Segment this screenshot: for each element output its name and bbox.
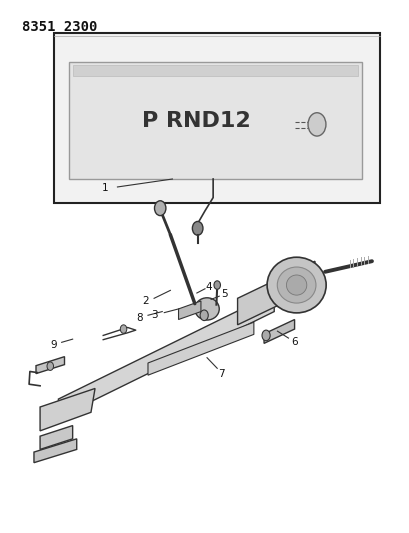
Polygon shape: [36, 357, 64, 374]
Polygon shape: [58, 293, 274, 418]
Polygon shape: [178, 301, 200, 319]
FancyBboxPatch shape: [54, 33, 379, 203]
Polygon shape: [34, 439, 76, 463]
Circle shape: [307, 113, 325, 136]
Text: 8351 2300: 8351 2300: [22, 20, 97, 34]
Text: 6: 6: [290, 337, 297, 347]
Circle shape: [192, 221, 202, 235]
Ellipse shape: [194, 298, 219, 320]
FancyBboxPatch shape: [68, 62, 361, 179]
Polygon shape: [40, 425, 72, 449]
Circle shape: [200, 310, 208, 320]
Text: 8: 8: [136, 313, 143, 323]
Text: 4: 4: [205, 281, 212, 292]
Ellipse shape: [286, 275, 306, 295]
Circle shape: [213, 281, 220, 289]
Circle shape: [120, 325, 126, 333]
Circle shape: [261, 330, 270, 341]
Circle shape: [154, 201, 166, 216]
Text: 9: 9: [50, 340, 57, 350]
Text: 1: 1: [102, 183, 108, 193]
Text: 2: 2: [142, 296, 149, 306]
Ellipse shape: [276, 267, 315, 303]
Circle shape: [47, 362, 54, 370]
Text: P RND12: P RND12: [142, 111, 250, 131]
Polygon shape: [148, 322, 253, 375]
Text: 3: 3: [151, 310, 157, 320]
Text: 7: 7: [218, 369, 224, 378]
Text: 5: 5: [221, 289, 227, 299]
FancyBboxPatch shape: [72, 65, 357, 76]
Polygon shape: [263, 319, 294, 343]
Polygon shape: [40, 389, 95, 431]
Ellipse shape: [266, 257, 325, 313]
Polygon shape: [237, 261, 314, 325]
